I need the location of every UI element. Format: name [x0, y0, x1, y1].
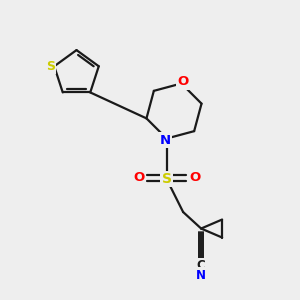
Text: C: C [197, 259, 206, 272]
Text: O: O [189, 171, 200, 184]
Text: S: S [162, 172, 172, 186]
Text: N: N [160, 134, 171, 146]
Text: N: N [196, 268, 206, 281]
Text: O: O [133, 171, 144, 184]
Text: S: S [46, 60, 55, 73]
Text: O: O [177, 76, 188, 88]
